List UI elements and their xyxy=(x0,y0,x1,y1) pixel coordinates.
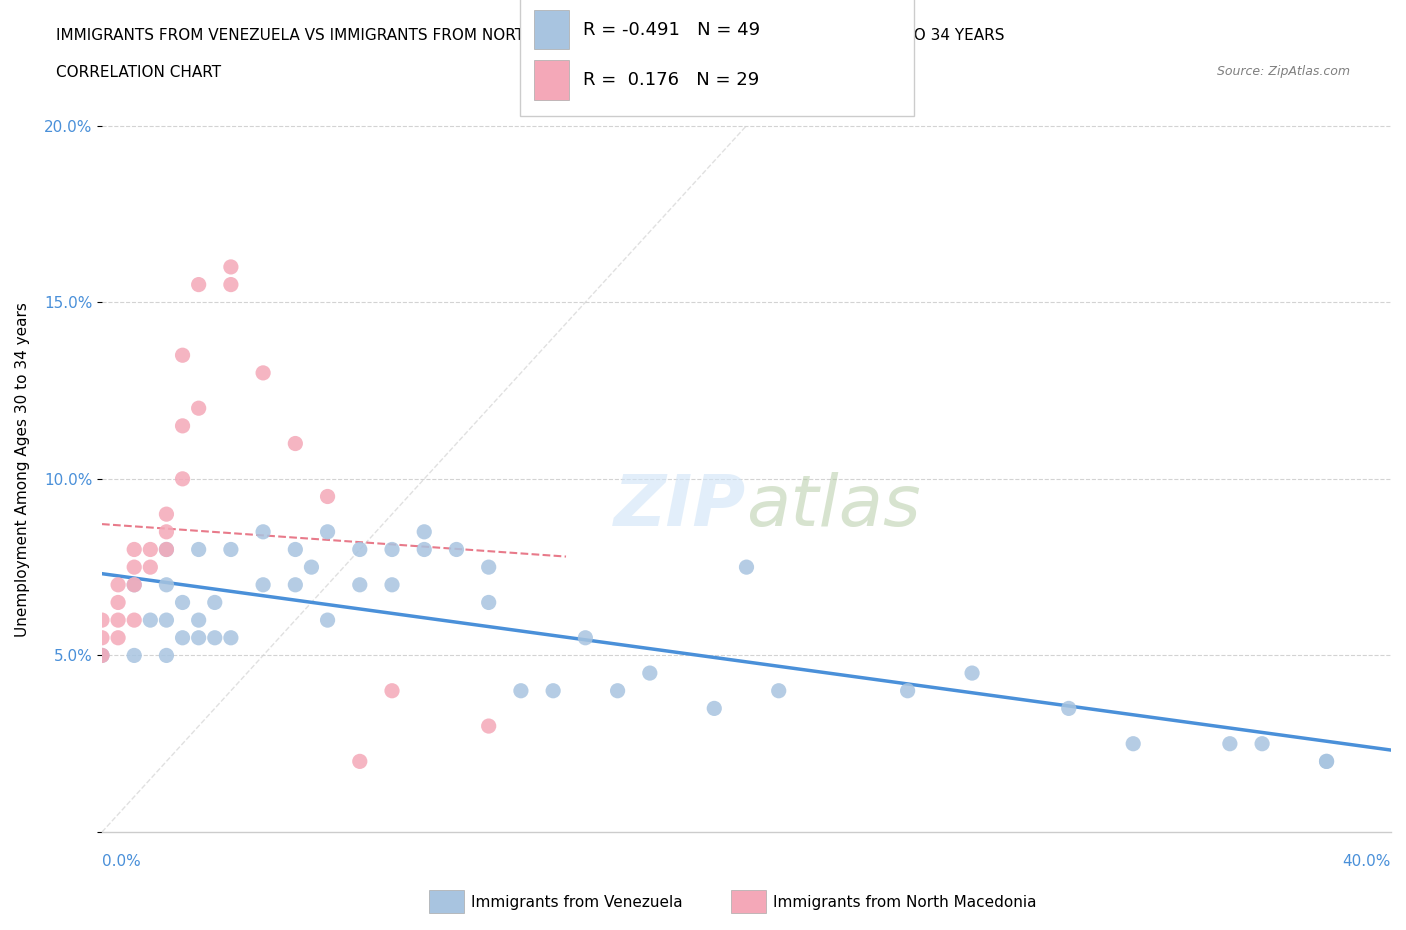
Text: 40.0%: 40.0% xyxy=(1343,854,1391,869)
Point xyxy=(1315,754,1337,769)
Point xyxy=(139,613,162,628)
Point xyxy=(107,613,129,628)
Point xyxy=(187,613,209,628)
Point xyxy=(897,684,920,698)
Text: atlas: atlas xyxy=(747,472,921,540)
Point xyxy=(252,365,274,380)
Point xyxy=(219,542,242,557)
Point xyxy=(252,525,274,539)
Point xyxy=(349,542,371,557)
Point xyxy=(960,666,983,681)
Point xyxy=(413,525,436,539)
Point xyxy=(381,542,404,557)
Text: Source: ZipAtlas.com: Source: ZipAtlas.com xyxy=(1216,65,1350,78)
Point xyxy=(139,560,162,575)
Point xyxy=(91,648,114,663)
Text: 0.0%: 0.0% xyxy=(103,854,141,869)
Point xyxy=(413,542,436,557)
Point xyxy=(122,578,145,592)
Point xyxy=(1251,737,1274,751)
Point xyxy=(541,684,564,698)
Point xyxy=(638,666,661,681)
Text: ZIP: ZIP xyxy=(614,472,747,540)
Point xyxy=(172,631,194,645)
Point xyxy=(574,631,596,645)
Point xyxy=(301,560,323,575)
Point xyxy=(107,631,129,645)
Text: IMMIGRANTS FROM VENEZUELA VS IMMIGRANTS FROM NORTH MACEDONIA UNEMPLOYMENT AMONG : IMMIGRANTS FROM VENEZUELA VS IMMIGRANTS … xyxy=(56,28,1005,43)
Point xyxy=(155,542,177,557)
Point xyxy=(381,684,404,698)
Point xyxy=(316,489,339,504)
Point xyxy=(122,613,145,628)
Point xyxy=(478,595,501,610)
Point xyxy=(91,631,114,645)
Point xyxy=(735,560,758,575)
Point xyxy=(122,578,145,592)
Text: Immigrants from North Macedonia: Immigrants from North Macedonia xyxy=(773,895,1036,910)
Point xyxy=(187,631,209,645)
Point xyxy=(155,507,177,522)
Point xyxy=(172,418,194,433)
Point xyxy=(187,542,209,557)
Point xyxy=(187,277,209,292)
Text: Immigrants from Venezuela: Immigrants from Venezuela xyxy=(471,895,683,910)
Point xyxy=(172,348,194,363)
Point xyxy=(122,648,145,663)
Point xyxy=(768,684,790,698)
Point xyxy=(172,595,194,610)
Point xyxy=(107,578,129,592)
Point xyxy=(316,613,339,628)
Point xyxy=(219,631,242,645)
Point xyxy=(1219,737,1241,751)
Point xyxy=(204,595,226,610)
Point xyxy=(381,578,404,592)
Point xyxy=(204,631,226,645)
Point xyxy=(155,542,177,557)
Point xyxy=(155,648,177,663)
Text: R =  0.176   N = 29: R = 0.176 N = 29 xyxy=(583,71,759,89)
Y-axis label: Unemployment Among Ages 30 to 34 years: Unemployment Among Ages 30 to 34 years xyxy=(15,302,30,637)
Point xyxy=(1315,754,1337,769)
Point xyxy=(122,542,145,557)
Point xyxy=(91,613,114,628)
Point xyxy=(91,648,114,663)
Point xyxy=(703,701,725,716)
Point xyxy=(478,560,501,575)
Point xyxy=(1057,701,1080,716)
Point xyxy=(478,719,501,734)
Point xyxy=(139,542,162,557)
Point xyxy=(172,472,194,486)
Point xyxy=(187,401,209,416)
Text: CORRELATION CHART: CORRELATION CHART xyxy=(56,65,221,80)
Point xyxy=(107,595,129,610)
Point xyxy=(284,542,307,557)
Point xyxy=(155,613,177,628)
Point xyxy=(122,560,145,575)
Point xyxy=(284,436,307,451)
Point xyxy=(284,578,307,592)
Text: R = -0.491   N = 49: R = -0.491 N = 49 xyxy=(583,20,761,39)
Point xyxy=(219,259,242,274)
Point xyxy=(349,754,371,769)
Point xyxy=(606,684,628,698)
Point xyxy=(1122,737,1144,751)
Point xyxy=(252,578,274,592)
Point xyxy=(155,525,177,539)
Point xyxy=(509,684,531,698)
Point xyxy=(219,277,242,292)
Point xyxy=(349,578,371,592)
Point xyxy=(316,525,339,539)
Point xyxy=(446,542,468,557)
Point xyxy=(155,578,177,592)
